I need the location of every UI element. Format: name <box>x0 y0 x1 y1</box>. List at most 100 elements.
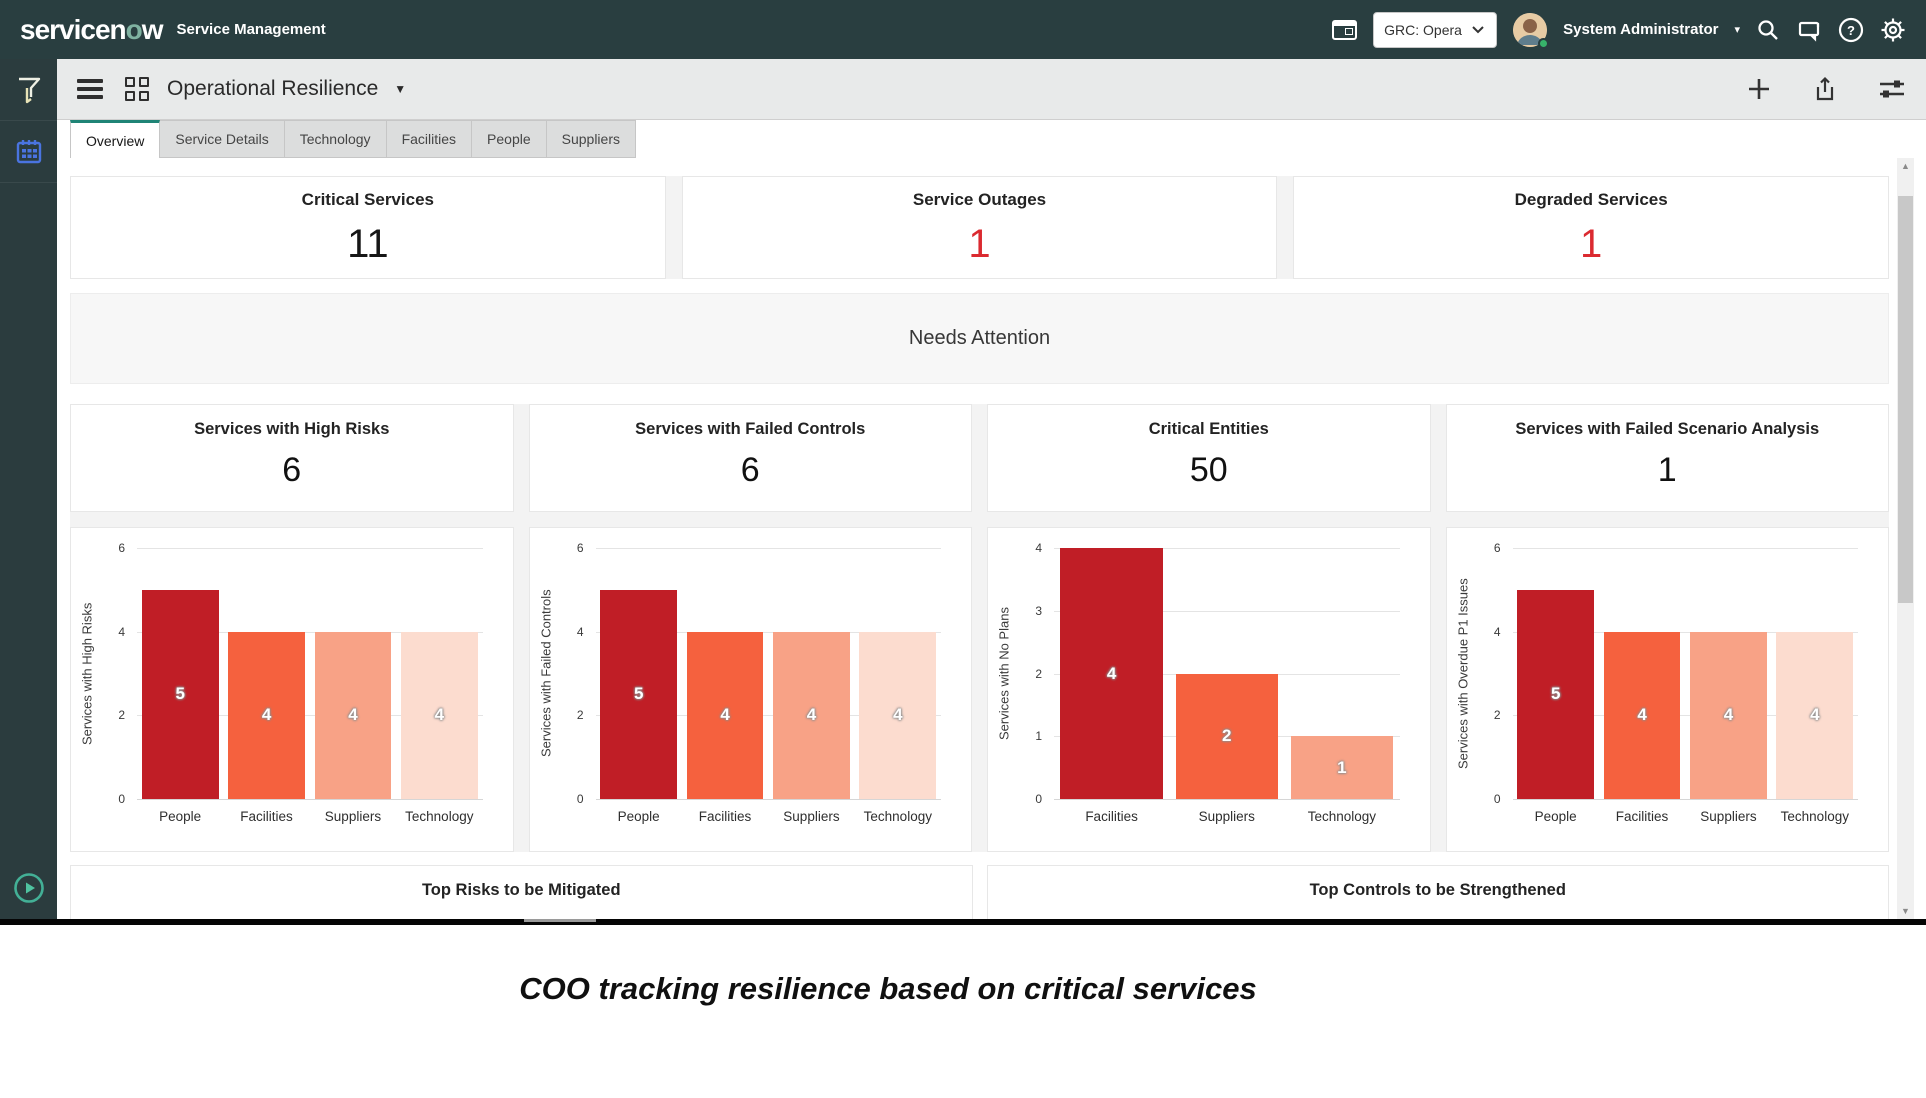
connect-play-button[interactable] <box>12 871 46 905</box>
bar-suppliers: 4 <box>773 631 850 799</box>
headline-title: Critical Entities <box>1148 420 1269 438</box>
x-category-label: Facilities <box>1615 809 1669 824</box>
chart-grid: Services with High Risks 6 Services with H… <box>70 404 1889 852</box>
bar-value-label: 4 <box>261 705 272 725</box>
gridline <box>1512 631 1858 633</box>
gridline <box>137 631 483 633</box>
y-tick-label: 4 <box>118 624 125 639</box>
bar-facilities: 4 <box>1603 631 1681 799</box>
bar-value-label: 4 <box>1637 705 1647 725</box>
kpi-title: Service Outages <box>912 190 1047 209</box>
y-tick-label: 0 <box>576 792 584 806</box>
gridline <box>595 631 941 633</box>
tab-suppliers[interactable]: Suppliers <box>546 120 636 158</box>
scope-selector-value: GRC: Opera <box>1384 21 1462 38</box>
gridline <box>137 548 483 549</box>
tab-technology[interactable]: Technology <box>284 120 387 158</box>
headline-card: Services with Failed Scenario Analysis 1 <box>1445 404 1889 512</box>
calendar-button[interactable] <box>0 121 57 183</box>
gridline <box>595 715 941 717</box>
kpi-card-critical-services: Critical Services 11 <box>70 176 666 279</box>
chart-column-services-with-high-risks: Services with High Risks 6 Services with H… <box>70 404 514 852</box>
bar-suppliers: 4 <box>314 631 392 799</box>
user-menu-caret-icon[interactable]: ▾ <box>1734 24 1740 36</box>
calendar-icon <box>16 139 41 163</box>
kpi-value: 11 <box>347 222 389 266</box>
kpi-title: Critical Services <box>301 190 434 209</box>
play-icon <box>13 873 44 903</box>
dashboard-picker-icon[interactable] <box>125 77 149 101</box>
application-window-icon[interactable] <box>1332 19 1358 40</box>
bar-facilities: 4 <box>228 631 305 799</box>
chat-icon[interactable] <box>1796 18 1822 42</box>
scroll-up-arrow-icon[interactable]: ▲ <box>1901 161 1910 171</box>
bar-value-label: 5 <box>175 684 185 704</box>
caption-area: COO tracking resilience based on critica… <box>0 925 1926 1098</box>
avatar[interactable] <box>1513 12 1550 49</box>
funnel-icon <box>18 77 40 103</box>
headline-title: Services with Failed Controls <box>635 420 866 438</box>
user-menu[interactable]: System Administrator <box>1563 21 1719 38</box>
bar-technology: 1 <box>1290 736 1394 799</box>
x-category-label: Facilities <box>698 809 752 824</box>
chevron-down-icon <box>1472 25 1484 33</box>
y-tick-label: 0 <box>1493 792 1501 806</box>
servicenow-logo: servicen o w <box>20 13 164 46</box>
scope-selector[interactable]: GRC: Opera <box>1373 11 1498 48</box>
x-category-label: Suppliers <box>324 809 382 824</box>
tab-overview[interactable]: Overview <box>70 120 161 158</box>
tab-service-details[interactable]: Service Details <box>160 120 285 158</box>
y-tick-label: 4 <box>1035 541 1042 555</box>
bar-value-label: 4 <box>348 705 358 725</box>
vertical-scrollbar[interactable]: ▲ ▼ <box>1897 158 1914 919</box>
headline-value: 1 <box>1657 451 1677 489</box>
dashboard-title: Operational Resilience <box>167 77 379 100</box>
y-tick-label: 6 <box>1493 541 1501 555</box>
bar-value-label: 4 <box>434 705 445 725</box>
bar-value-label: 4 <box>1810 705 1820 725</box>
bar-facilities: 4 <box>1060 548 1163 799</box>
tab-people[interactable]: People <box>472 120 547 158</box>
x-category-label: Technology <box>863 809 932 824</box>
caption-text: COO tracking resilience based on critica… <box>519 971 1257 1006</box>
help-icon[interactable]: ? <box>1838 17 1864 43</box>
avatar-image <box>1513 12 1548 47</box>
share-button[interactable] <box>1812 76 1838 102</box>
y-tick-label: 2 <box>1035 666 1042 681</box>
bar-people: 5 <box>1517 589 1595 799</box>
x-category-label: Technology <box>1307 809 1377 824</box>
y-tick-label: 4 <box>576 624 584 639</box>
window-bottom-edge <box>0 919 1926 925</box>
y-tick-label: 0 <box>118 792 125 806</box>
bar-chart-plot: Services with Overdue P1 Issues 0 2 4 6 5 Peop… <box>1455 541 1858 824</box>
kpi-card-degraded-services: Degraded Services 1 <box>1293 176 1890 279</box>
bar-chart-plot: Services with No Plans 0 1 2 3 4 4 Facilities 2 S… <box>997 541 1400 824</box>
add-widget-button[interactable] <box>1746 76 1772 102</box>
gear-icon[interactable] <box>1880 17 1906 43</box>
bar-value-label: 2 <box>1222 726 1232 746</box>
kpi-row: Critical Services 11 Service Outages 1 Degra… <box>70 176 1890 279</box>
y-axis-label: Services with No Plans <box>996 607 1012 740</box>
tab-bar: Overview Service Details Technology Facilit… <box>57 120 1926 158</box>
needs-attention-banner: Needs Attention <box>70 293 1889 384</box>
logo-text: servicen <box>20 13 127 45</box>
x-category-label: People <box>617 809 660 824</box>
headline-value: 6 <box>282 451 302 489</box>
bar-people: 5 <box>600 589 678 799</box>
scroll-down-arrow-icon[interactable]: ▼ <box>1901 906 1910 916</box>
tab-facilities[interactable]: Facilities <box>386 120 473 158</box>
y-axis-label: Services with High Risks <box>79 602 95 745</box>
y-tick-label: 3 <box>1035 603 1042 618</box>
bar-value-label: 4 <box>893 705 903 725</box>
dashboard-title-caret-icon[interactable]: ▼ <box>394 82 407 96</box>
dashboard-controls-icon[interactable] <box>1878 76 1906 102</box>
bar-value-label: 5 <box>1550 684 1561 704</box>
bottom-card-top-risks-to-be-mitigated: Top Risks to be Mitigated <box>70 865 973 919</box>
filter-navigator-button[interactable] <box>0 59 57 121</box>
y-tick-label: 2 <box>576 708 584 723</box>
search-icon[interactable] <box>1756 18 1780 42</box>
gridline <box>1512 715 1858 717</box>
scrollbar-thumb[interactable] <box>1898 196 1913 603</box>
online-status-dot <box>1538 37 1550 49</box>
hamburger-menu-icon[interactable] <box>77 79 103 99</box>
